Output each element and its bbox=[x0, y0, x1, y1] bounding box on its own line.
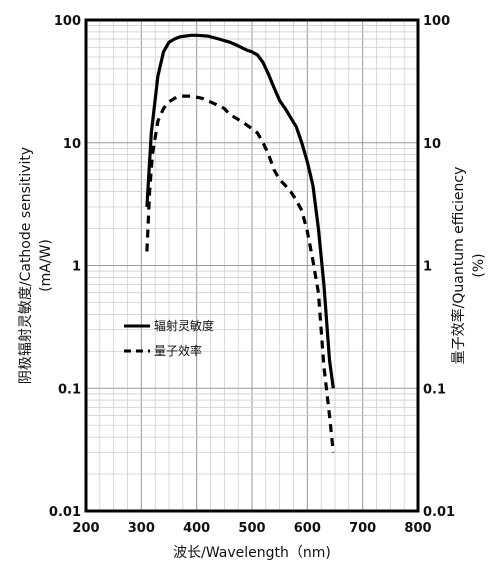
y-left-axis-title-line2: (mA/W) bbox=[38, 239, 54, 292]
y-right-tick-label: 1 bbox=[423, 260, 432, 275]
series-line-radiant-sensitivity bbox=[145, 33, 335, 389]
x-tick-labels: 200 300 400 500 600 700 800 bbox=[72, 521, 431, 536]
x-axis-title: 波长/Wavelength（nm) bbox=[173, 545, 331, 561]
series-line-quantum-efficiency bbox=[145, 94, 335, 453]
legend-label-radiant-sensitivity: 辐射灵敏度 bbox=[154, 318, 214, 333]
y-right-tick-label: 10 bbox=[423, 137, 441, 152]
plot-frame bbox=[84, 18, 420, 513]
y-left-tick-label: 0.1 bbox=[58, 382, 81, 397]
y-left-tick-label: 100 bbox=[54, 14, 81, 29]
x-tick-label: 500 bbox=[238, 521, 265, 536]
y-left-tick-label: 1 bbox=[72, 260, 81, 275]
y-right-tick-labels: 0.01 0.1 1 10 100 bbox=[423, 14, 455, 520]
grid bbox=[86, 20, 418, 511]
y-left-axis-title: 阴极辐射灵敏度/Cathode sensitivity (mA/W) bbox=[18, 147, 54, 384]
y-right-tick-label: 100 bbox=[423, 14, 450, 29]
legend: 辐射灵敏度 量子效率 bbox=[124, 318, 214, 358]
legend-label-quantum-efficiency: 量子效率 bbox=[154, 343, 202, 358]
y-left-tick-label: 10 bbox=[63, 137, 81, 152]
x-tick-label: 400 bbox=[183, 521, 210, 536]
x-tick-label: 600 bbox=[294, 521, 321, 536]
y-right-axis-title: 量子效率/Quantum efficiency (%) bbox=[450, 167, 487, 365]
series-layer bbox=[145, 33, 335, 453]
y-right-tick-label: 0.1 bbox=[423, 382, 446, 397]
y-left-tick-label: 0.01 bbox=[49, 505, 81, 520]
x-tick-label: 300 bbox=[128, 521, 155, 536]
y-left-tick-labels: 0.01 0.1 1 10 100 bbox=[49, 14, 81, 520]
x-tick-label: 200 bbox=[72, 521, 99, 536]
y-right-axis-title-line1: 量子效率/Quantum efficiency bbox=[450, 167, 467, 365]
x-tick-label: 800 bbox=[404, 521, 431, 536]
y-right-tick-label: 0.01 bbox=[423, 505, 455, 520]
x-tick-label: 700 bbox=[349, 521, 376, 536]
y-left-axis-title-line1: 阴极辐射灵敏度/Cathode sensitivity bbox=[18, 147, 34, 384]
y-right-axis-title-line2: (%) bbox=[471, 253, 487, 277]
